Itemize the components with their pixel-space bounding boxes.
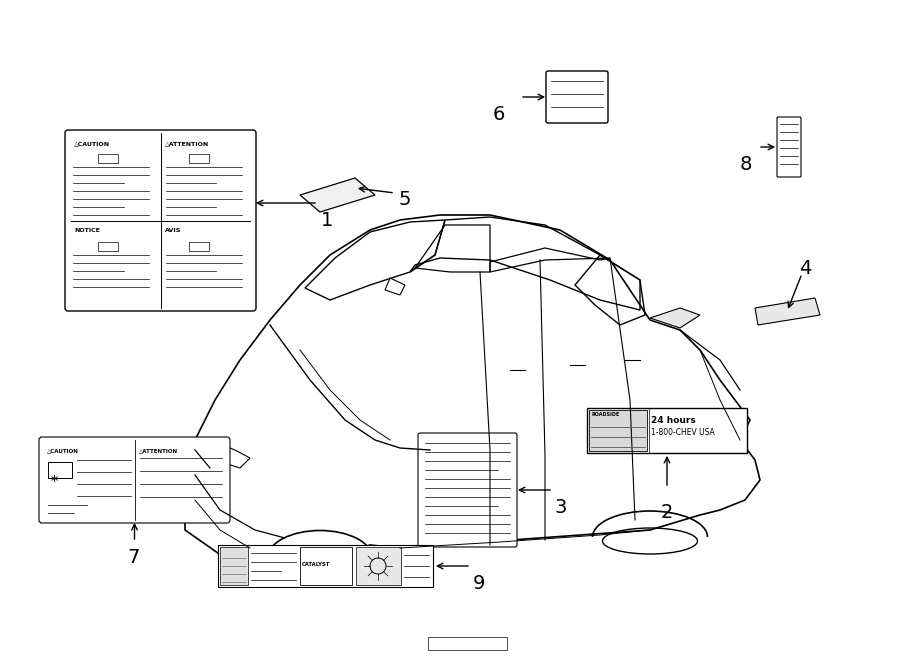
Text: △ATTENTION: △ATTENTION bbox=[139, 448, 177, 453]
Polygon shape bbox=[755, 298, 820, 325]
Bar bbox=[220, 547, 248, 585]
Polygon shape bbox=[300, 178, 375, 212]
Bar bbox=[98, 154, 118, 163]
Text: △CAUTION: △CAUTION bbox=[47, 448, 79, 453]
Text: ROADSIDE: ROADSIDE bbox=[592, 412, 620, 417]
FancyBboxPatch shape bbox=[546, 71, 608, 123]
Bar bbox=[188, 154, 209, 163]
Text: 8: 8 bbox=[740, 155, 752, 174]
Text: NOTICE: NOTICE bbox=[74, 229, 100, 233]
Text: 2: 2 bbox=[661, 503, 673, 522]
Text: 24 hours: 24 hours bbox=[651, 416, 696, 425]
Text: 1-800-CHEV USA: 1-800-CHEV USA bbox=[651, 428, 715, 437]
Text: 7: 7 bbox=[128, 548, 140, 567]
Text: 6: 6 bbox=[493, 105, 506, 124]
FancyBboxPatch shape bbox=[777, 117, 801, 177]
Text: 9: 9 bbox=[473, 574, 485, 593]
Text: △ATTENTION: △ATTENTION bbox=[165, 141, 209, 146]
Text: *: * bbox=[50, 475, 59, 490]
FancyBboxPatch shape bbox=[39, 437, 230, 523]
Bar bbox=[356, 547, 401, 585]
Bar bbox=[587, 408, 747, 453]
Text: CATALYST: CATALYST bbox=[302, 561, 330, 566]
Bar bbox=[48, 462, 72, 478]
Bar bbox=[300, 547, 352, 585]
Bar bbox=[428, 637, 507, 650]
FancyBboxPatch shape bbox=[65, 130, 256, 311]
Text: 1: 1 bbox=[321, 211, 333, 230]
Text: 5: 5 bbox=[398, 190, 410, 209]
Bar bbox=[98, 241, 118, 251]
Text: 3: 3 bbox=[555, 498, 567, 517]
FancyBboxPatch shape bbox=[418, 433, 517, 547]
Polygon shape bbox=[650, 308, 700, 328]
Text: 4: 4 bbox=[799, 260, 812, 278]
Bar bbox=[218, 545, 433, 587]
Text: △CAUTION: △CAUTION bbox=[74, 141, 110, 146]
Bar bbox=[589, 410, 647, 451]
Bar bbox=[188, 241, 209, 251]
Text: AVIS: AVIS bbox=[165, 229, 181, 233]
